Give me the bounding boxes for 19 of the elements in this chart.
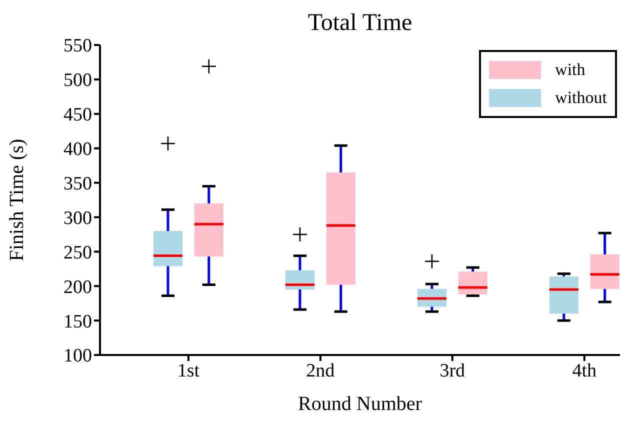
y-tick-label: 500 [64,70,92,92]
y-axis-title: Finish Time (s) [6,138,28,262]
y-tick-label: 350 [64,174,92,195]
y-tick-label: 150 [64,311,92,332]
y-tick-label: 200 [64,276,92,298]
y-tick-label: 300 [64,208,92,229]
y-tick-label: 400 [64,139,92,160]
x-tick-label: 1st [177,360,200,382]
y-tick-label: 100 [64,346,92,367]
y-tick-label: 550 [64,36,92,57]
chart-title: Total Time [306,10,414,37]
x-tick-label: 3rd [440,360,466,382]
legend-label: without [555,88,607,108]
y-tick-label: 250 [64,242,92,264]
x-tick-label: 2nd [306,360,336,382]
x-axis-title: Round Number [298,393,422,415]
y-tick-label: 450 [64,104,92,126]
x-tick-label: 4th [572,360,598,382]
legend-label: with [555,60,586,80]
